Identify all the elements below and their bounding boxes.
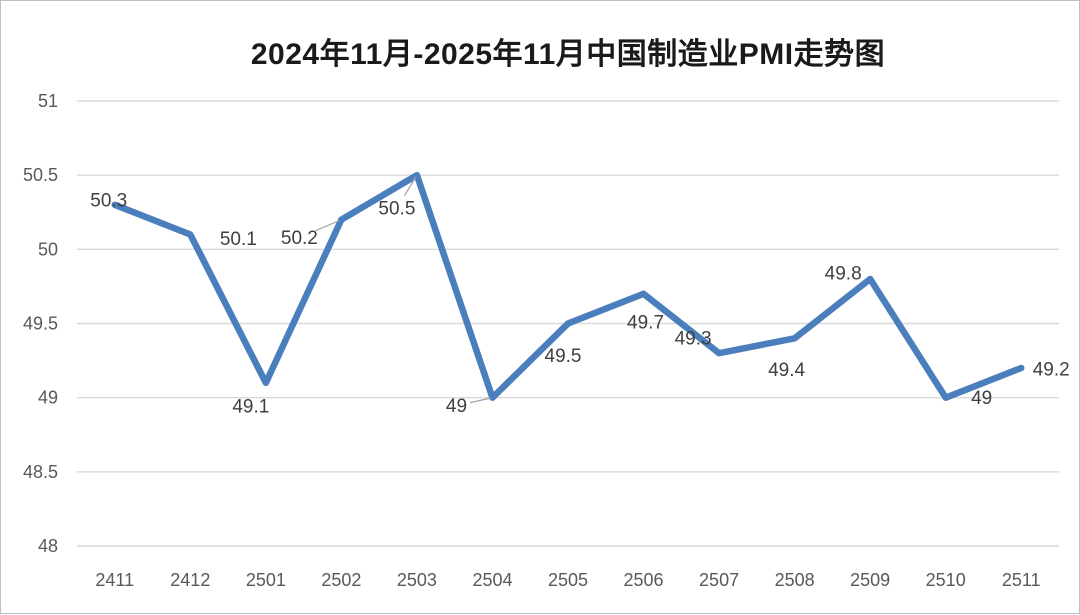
label-leader-line	[403, 176, 417, 196]
label-leader-line	[470, 397, 491, 404]
x-tick-label: 2506	[624, 570, 664, 590]
data-point-label: 50.2	[281, 228, 318, 249]
y-tick-label: 49.5	[23, 314, 58, 334]
data-point-label: 49.8	[825, 264, 862, 285]
data-point-label: 49.7	[627, 312, 664, 333]
data-point-label: 49.4	[768, 360, 805, 381]
data-point-label: 50.1	[220, 229, 257, 250]
data-point-label: 50.5	[378, 199, 415, 220]
y-tick-label: 49	[38, 388, 58, 408]
x-tick-label: 2507	[699, 570, 739, 590]
pmi-series-line	[111, 171, 1025, 401]
x-tick-label: 2511	[1002, 570, 1041, 590]
y-tick-label: 50	[38, 239, 58, 259]
data-point-label: 50.3	[90, 190, 127, 211]
data-point-label: 49	[971, 388, 992, 409]
data-point-label: 49.2	[1033, 360, 1070, 381]
y-tick-label: 50.5	[23, 165, 58, 185]
x-tick-label: 2504	[472, 570, 512, 590]
x-tick-label: 2412	[170, 570, 210, 590]
chart-title: 2024年11月-2025年11月中国制造业PMI走势图	[250, 38, 886, 71]
label-leader-line	[315, 219, 340, 232]
data-point-label: 49.5	[545, 346, 582, 367]
y-tick-label: 48	[38, 536, 58, 556]
x-tick-label: 2503	[397, 570, 437, 590]
x-tick-label: 2508	[775, 570, 815, 590]
y-tick-label: 51	[38, 91, 58, 111]
data-point-label: 49	[446, 396, 467, 417]
x-tick-label: 2510	[926, 570, 966, 590]
x-tick-label: 2509	[850, 570, 890, 590]
x-tick-label: 2501	[246, 570, 286, 590]
y-tick-label: 48.5	[23, 462, 58, 482]
data-point-label: 49.3	[675, 329, 712, 350]
x-tick-label: 2411	[95, 570, 134, 590]
x-tick-label: 2502	[321, 570, 361, 590]
data-point-label: 49.1	[232, 396, 269, 417]
x-tick-label: 2505	[548, 570, 588, 590]
